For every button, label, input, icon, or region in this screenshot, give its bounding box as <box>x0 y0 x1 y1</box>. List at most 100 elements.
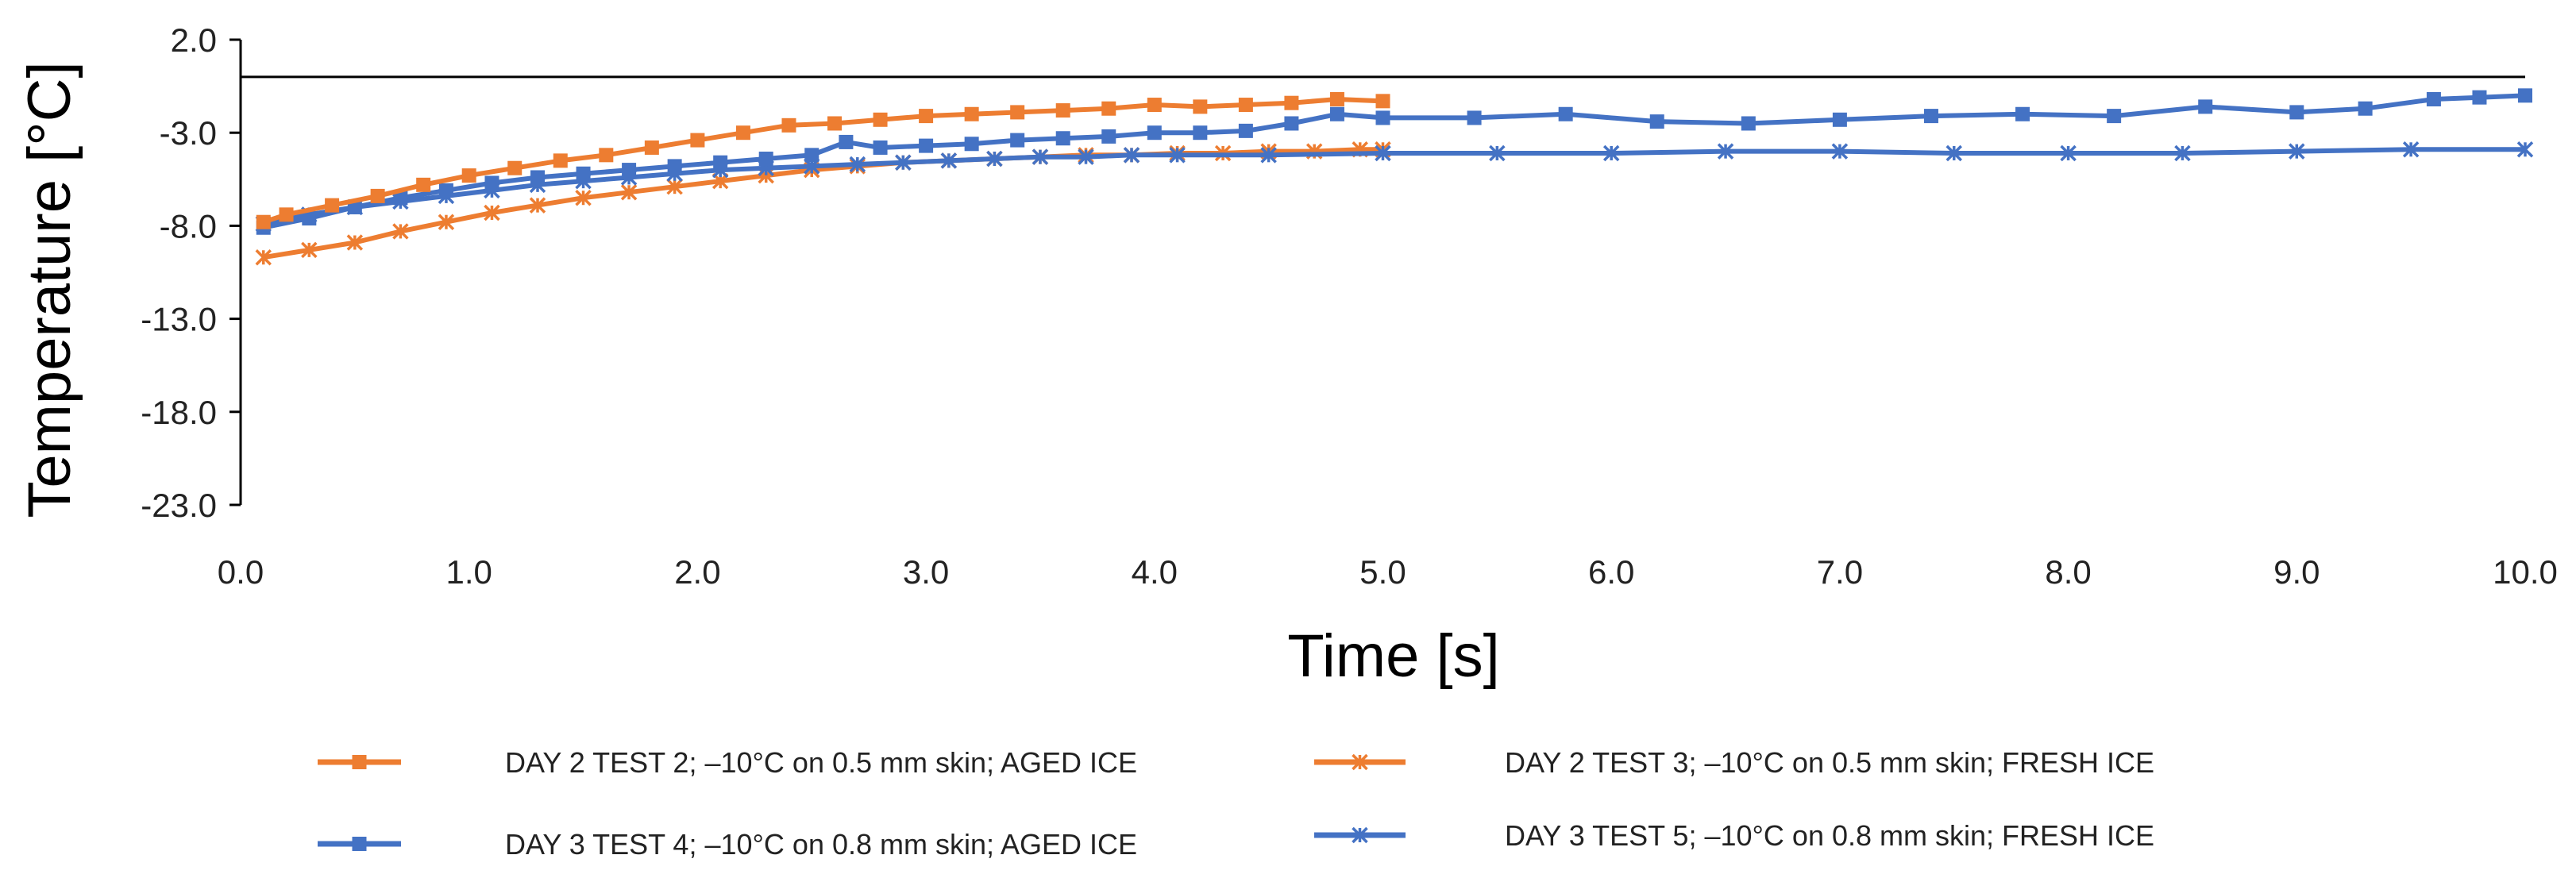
data-point <box>667 159 682 174</box>
x-tick-label: 2.0 <box>674 553 720 591</box>
y-tick-label: -23.0 <box>141 487 217 524</box>
data-point <box>1375 94 1390 109</box>
legend-item: DAY 2 TEST 3; –10°C on 0.5 mm skin; FRES… <box>1314 746 2154 779</box>
legend-label: DAY 3 TEST 5; –10°C on 0.8 mm skin; FRES… <box>1505 819 2154 852</box>
x-axis-title: Time [s] <box>1287 622 1499 690</box>
data-point <box>576 166 591 181</box>
series-1 <box>256 92 1390 229</box>
data-point <box>1010 105 1025 120</box>
data-point <box>301 241 318 259</box>
data-point <box>1375 110 1390 125</box>
data-point <box>919 138 934 153</box>
data-point <box>1169 147 1186 164</box>
plot-area <box>255 88 2534 266</box>
legend-item: DAY 3 TEST 5; –10°C on 0.8 mm skin; FRES… <box>1314 819 2154 852</box>
data-point <box>1238 98 1253 113</box>
x-tick-label: 10.0 <box>2493 553 2558 591</box>
data-point <box>2289 143 2305 160</box>
data-point <box>690 133 705 148</box>
legend-marker <box>352 837 367 851</box>
data-point <box>827 116 843 131</box>
data-point <box>839 134 854 149</box>
legend-marker <box>1352 826 1368 844</box>
legend-label: DAY 2 TEST 3; –10°C on 0.5 mm skin; FRES… <box>1505 746 2154 779</box>
data-point <box>735 125 750 141</box>
y-tick-label: 2.0 <box>171 21 217 59</box>
data-point <box>1945 144 1962 162</box>
data-point <box>1649 114 1664 129</box>
data-point <box>484 175 499 191</box>
data-point <box>986 150 1003 168</box>
data-point <box>1602 144 1620 162</box>
data-point <box>325 198 340 213</box>
data-point <box>1238 123 1253 138</box>
series-3 <box>256 88 2532 235</box>
data-point <box>1055 131 1070 146</box>
data-point <box>2426 92 2441 107</box>
legend-marker <box>1352 753 1368 771</box>
data-point <box>1193 99 1208 114</box>
data-point <box>758 152 773 167</box>
data-point <box>1260 147 1277 164</box>
data-point <box>2516 141 2534 158</box>
data-point <box>393 191 408 206</box>
data-point <box>279 207 294 222</box>
data-point <box>575 190 592 206</box>
series-line <box>263 93 2526 230</box>
data-point <box>2402 141 2420 158</box>
data-point <box>1375 144 1391 162</box>
legend-label: DAY 3 TEST 4; –10°C on 0.8 mm skin; AGED… <box>505 828 1137 861</box>
legend-marker <box>352 755 367 769</box>
data-point <box>1284 116 1299 131</box>
data-point <box>1467 110 1482 125</box>
x-tick-label: 7.0 <box>1817 553 1863 591</box>
data-point <box>553 153 568 168</box>
data-point <box>1741 116 1756 131</box>
x-tick-label: 6.0 <box>1588 553 1634 591</box>
y-tick-label: -3.0 <box>160 114 217 152</box>
series-2 <box>255 141 1391 266</box>
data-point <box>1284 95 1299 110</box>
data-point <box>2198 99 2213 114</box>
axes: 2.0 -3.0 -8.0 -13.0 -18.0 -23.00.0 1.0 2.0 3.0 4.… <box>141 21 2558 591</box>
data-point <box>1558 106 1573 121</box>
series-line <box>262 97 1383 225</box>
data-point <box>2060 144 2077 162</box>
data-point <box>416 177 431 192</box>
data-point <box>804 148 819 163</box>
data-point <box>599 148 614 163</box>
data-point <box>940 152 958 169</box>
data-point <box>507 160 523 175</box>
data-point <box>1032 148 1049 165</box>
legend: DAY 2 TEST 2; –10°C on 0.5 mm skin; AGED… <box>318 746 2154 861</box>
data-point <box>2289 105 2304 120</box>
x-tick-label: 1.0 <box>446 553 492 591</box>
data-point <box>620 183 638 201</box>
x-tick-label: 0.0 <box>218 553 264 591</box>
x-tick-label: 8.0 <box>2045 553 2091 591</box>
data-point <box>2015 106 2030 121</box>
data-point <box>2174 144 2191 162</box>
data-point <box>644 140 659 155</box>
data-point <box>2358 101 2373 116</box>
data-point <box>392 223 409 240</box>
x-tick-label: 5.0 <box>1359 553 1406 591</box>
data-point <box>2518 88 2532 103</box>
data-point <box>713 155 728 170</box>
data-point <box>2107 109 2122 124</box>
legend-label: DAY 2 TEST 2; –10°C on 0.5 mm skin; AGED… <box>505 746 1137 779</box>
data-point <box>1101 101 1116 116</box>
legend-item: DAY 3 TEST 4; –10°C on 0.8 mm skin; AGED… <box>318 828 1137 861</box>
data-point <box>346 234 364 251</box>
data-point <box>895 154 912 171</box>
data-point <box>438 183 453 198</box>
data-point <box>530 170 546 185</box>
data-point <box>873 112 888 127</box>
data-point <box>666 178 683 195</box>
data-point <box>1101 129 1116 144</box>
x-tick-label: 3.0 <box>903 553 949 591</box>
data-point <box>1717 143 1734 160</box>
data-point <box>529 197 546 214</box>
data-point <box>484 204 500 221</box>
